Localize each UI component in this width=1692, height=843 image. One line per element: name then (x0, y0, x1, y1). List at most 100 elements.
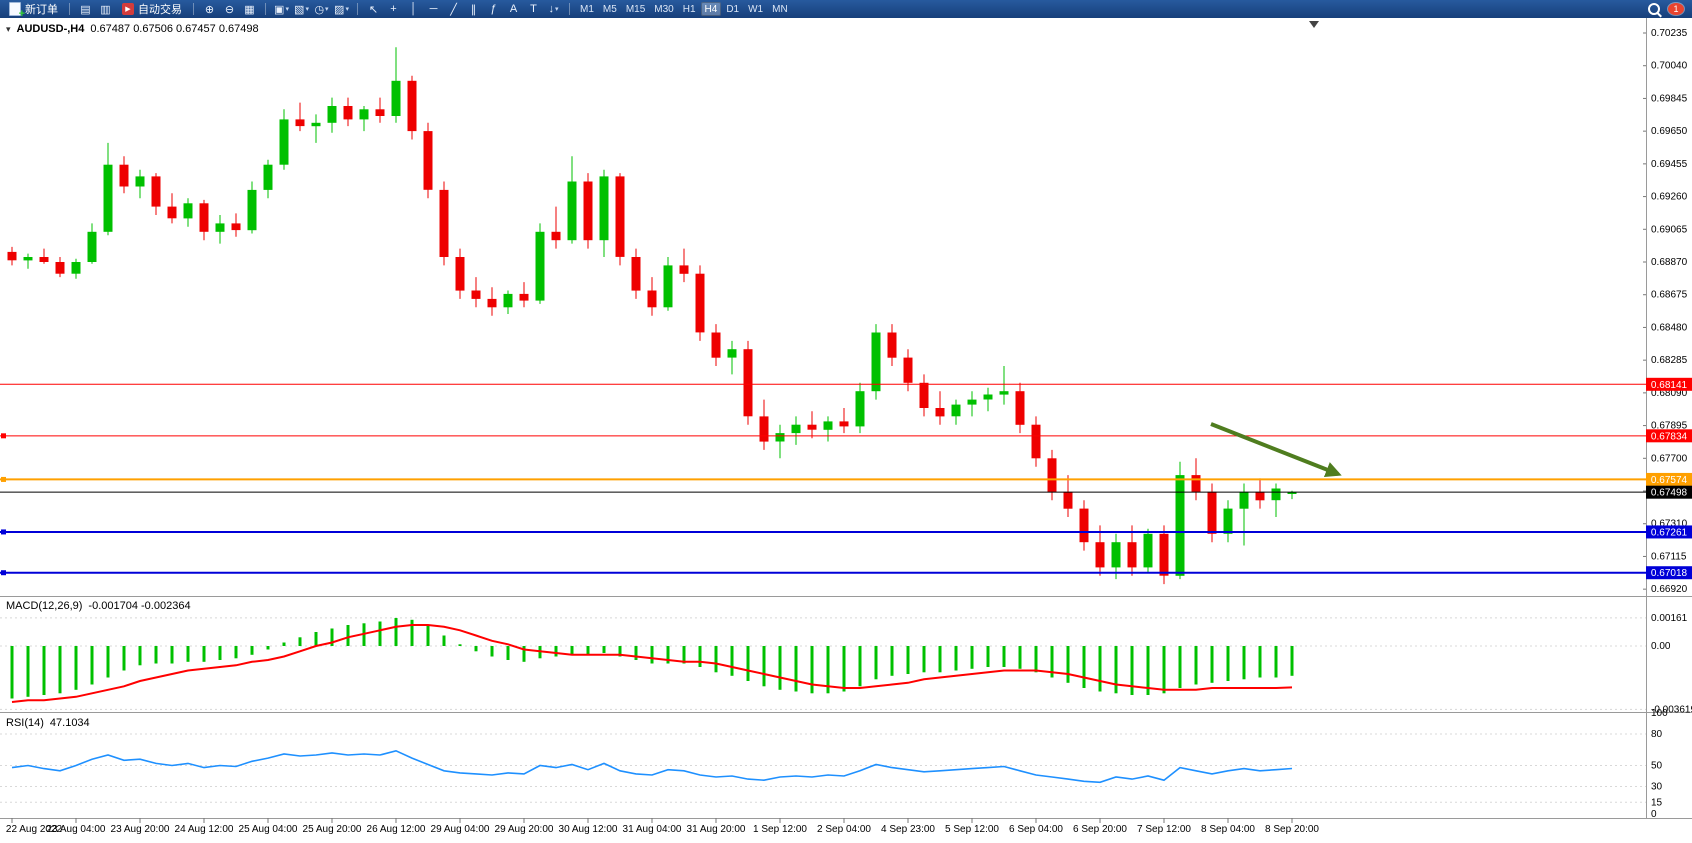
autotrade-button[interactable]: ▶ 自动交易 (117, 1, 187, 17)
candle-body (727, 349, 737, 358)
search-icon[interactable] (1648, 3, 1660, 15)
candle-body (663, 265, 673, 308)
line-handle[interactable] (1, 476, 6, 482)
candle-body (711, 332, 721, 358)
candle-body (311, 122, 321, 127)
candle-body (743, 349, 753, 417)
candle-body (135, 176, 145, 187)
price-badge-label: 0.67261 (1651, 527, 1688, 538)
horizontal-line-icon[interactable]: ─ (429, 3, 438, 15)
chart-title: ▾ AUDUSD-,H4 0.67487 0.67506 0.67457 0.6… (6, 23, 259, 35)
candle-body (103, 164, 113, 232)
notification-badge[interactable]: 1 (1668, 3, 1684, 15)
price-axis-label: 0.68090 (1651, 388, 1688, 399)
line-handle[interactable] (1, 529, 6, 535)
cursor-icon[interactable]: ↖ (368, 3, 379, 16)
macd-axis-label: 0.00161 (1651, 613, 1688, 624)
chart-shift-marker[interactable] (1309, 21, 1319, 28)
price-axis[interactable] (1646, 18, 1692, 818)
candle-body (503, 293, 513, 308)
candle-body (231, 223, 241, 231)
candle-body (951, 404, 961, 417)
profiles-icon[interactable]: ▧ ▾ (294, 3, 309, 16)
candle-body (1079, 508, 1089, 543)
template-caret-icon: ▾ (345, 6, 349, 13)
candle-body (1143, 533, 1153, 568)
price-axis-label: 0.69065 (1651, 224, 1688, 235)
rsi-value: 47.1034 (49, 717, 90, 729)
candle-body (647, 290, 657, 308)
time-axis-label: 24 Aug 12:00 (175, 824, 234, 835)
line-handle[interactable] (1, 433, 6, 439)
candle-body (439, 189, 449, 257)
label-icon[interactable]: T (530, 3, 537, 15)
candle-body (199, 203, 209, 232)
time-axis-label: 25 Aug 20:00 (303, 824, 362, 835)
timeframe-button-m15[interactable]: M15 (625, 3, 646, 15)
symbol-dropdown-icon[interactable]: ▾ (6, 23, 11, 34)
channel-icon[interactable]: ∥ (470, 3, 477, 16)
autotrade-label: 自动交易 (138, 4, 182, 16)
candle-body (759, 416, 769, 442)
timeframe-button-d1[interactable]: D1 (726, 3, 740, 15)
candle-body (183, 203, 193, 219)
chart-plot-area[interactable] (0, 18, 1646, 596)
candle-body (583, 181, 593, 241)
fibonacci-icon[interactable]: ƒ (490, 3, 497, 15)
timeframe-button-m5[interactable]: M5 (602, 3, 617, 15)
price-badge (1646, 472, 1692, 486)
timeframe-button-w1[interactable]: W1 (748, 3, 764, 15)
price-badge-label: 0.67498 (1651, 488, 1688, 499)
new-order-button[interactable]: + 新订单 (4, 1, 63, 20)
arrows-caret-icon: ▾ (554, 6, 559, 13)
timeframe-button-m1[interactable]: M1 (580, 3, 594, 15)
macd-label: MACD(12,26,9) -0.001704 -0.002364 (6, 600, 191, 612)
template-icon[interactable]: ▨ ▾ (334, 3, 349, 16)
toolbar: + 新订单 ▤ ▥ ▶ 自动交易 ⊕ ⊖ ▦ ▣ ▾ ▧ ▾ ◷ ▾ ▨ ▾ ↖ + │ ─ ╱ ∥ ƒ A T ↓ ▾… (0, 0, 1692, 20)
price-badge-label: 0.67018 (1651, 568, 1688, 579)
timeframe-button-h4[interactable]: H4 (700, 2, 722, 16)
trend-arrow[interactable] (1210, 422, 1342, 478)
timeframe-button-h1[interactable]: H1 (682, 3, 696, 15)
text-icon[interactable]: A (509, 3, 518, 15)
line-handle[interactable] (1, 570, 6, 576)
price-badge-label: 0.67574 (1651, 475, 1688, 486)
trendline-icon[interactable]: ╱ (450, 3, 457, 16)
vertical-line-icon[interactable]: │ (410, 3, 417, 15)
arrows-icon[interactable]: ↓ ▾ (548, 3, 559, 15)
toolbar-separator (265, 3, 266, 15)
price-axis-label: 0.67115 (1651, 551, 1687, 562)
candle-body (7, 251, 17, 261)
crosshair-icon[interactable]: + (390, 3, 397, 15)
new-chart-icon[interactable]: ▣ ▾ (274, 3, 289, 16)
candle-body (263, 164, 273, 190)
candle-body (999, 391, 1009, 395)
rsi-axis-label: 15 (1651, 797, 1663, 808)
macd-axis-label: 0.00 (1651, 641, 1671, 652)
zoom-out-icon[interactable]: ⊖ (224, 3, 235, 16)
time-axis[interactable] (0, 819, 1692, 843)
time-axis-label: 23 Aug 20:00 (111, 824, 170, 835)
chart-canvas: 0.70235 0.70040 0.69845 0.69650 0.69455 0.692… (0, 18, 1692, 843)
price-axis-label: 0.67895 (1651, 421, 1688, 432)
candle-body (871, 332, 881, 392)
price-badge-label: 0.67834 (1651, 431, 1688, 442)
data-window-icon[interactable]: ▥ (100, 3, 111, 16)
market-watch-icon[interactable]: ▤ (80, 3, 91, 16)
candle-body (631, 257, 641, 291)
candle-body (87, 231, 97, 262)
candle-body (839, 421, 849, 427)
timeframe-button-m30[interactable]: M30 (654, 3, 674, 15)
time-axis-label: 7 Sep 12:00 (1137, 824, 1191, 835)
timeframe-button-mn[interactable]: MN (772, 3, 788, 15)
price-badge-label: 0.68141 (1651, 380, 1688, 391)
zoom-in-icon[interactable]: ⊕ (204, 3, 215, 16)
chart-window: 0.70235 0.70040 0.69845 0.69650 0.69455 0.692… (0, 18, 1692, 843)
candle-body (375, 109, 385, 116)
candle-body (1175, 475, 1185, 576)
time-axis-label: 31 Aug 04:00 (623, 824, 682, 835)
rsi-axis-label: 80 (1651, 729, 1663, 740)
price-axis-label: 0.69650 (1651, 126, 1688, 137)
period-icon[interactable]: ◷ ▾ (314, 3, 329, 16)
tile-windows-icon[interactable]: ▦ (244, 3, 255, 16)
